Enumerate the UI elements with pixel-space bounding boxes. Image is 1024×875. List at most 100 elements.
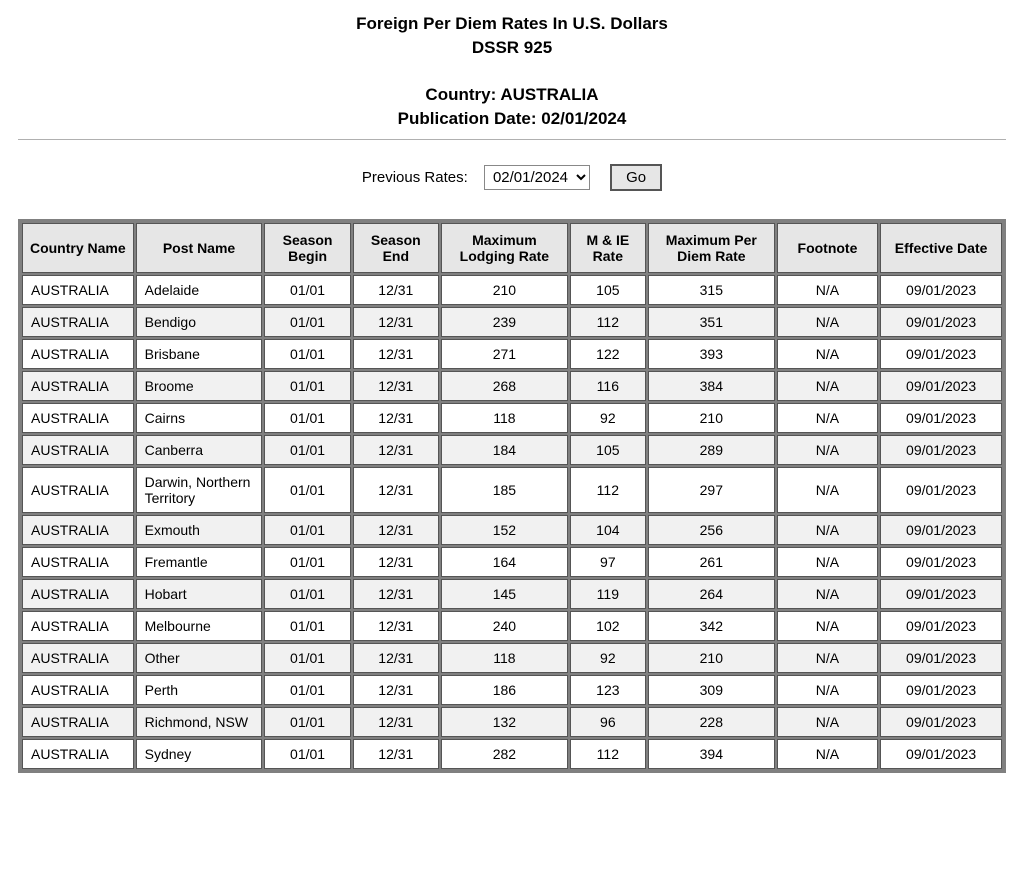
column-header: Post Name bbox=[136, 223, 263, 273]
previous-rates-select[interactable]: 02/01/2024 bbox=[484, 165, 590, 190]
table-cell: 342 bbox=[648, 611, 775, 641]
table-cell: 12/31 bbox=[353, 739, 439, 769]
table-cell: Cairns bbox=[136, 403, 263, 433]
table-cell: N/A bbox=[777, 739, 878, 769]
table-cell: 112 bbox=[570, 739, 646, 769]
table-cell: Sydney bbox=[136, 739, 263, 769]
table-cell: 315 bbox=[648, 275, 775, 305]
title-line-1: Foreign Per Diem Rates In U.S. Dollars bbox=[18, 12, 1006, 36]
table-cell: Brisbane bbox=[136, 339, 263, 369]
table-cell: 271 bbox=[441, 339, 568, 369]
table-cell: 12/31 bbox=[353, 675, 439, 705]
table-cell: 12/31 bbox=[353, 643, 439, 673]
table-cell: Darwin, Northern Territory bbox=[136, 467, 263, 513]
table-cell: 393 bbox=[648, 339, 775, 369]
table-row: AUSTRALIADarwin, Northern Territory01/01… bbox=[22, 467, 1002, 513]
table-cell: 186 bbox=[441, 675, 568, 705]
table-cell: N/A bbox=[777, 579, 878, 609]
table-cell: AUSTRALIA bbox=[22, 547, 134, 577]
table-cell: 239 bbox=[441, 307, 568, 337]
table-cell: N/A bbox=[777, 675, 878, 705]
table-cell: 09/01/2023 bbox=[880, 403, 1002, 433]
table-cell: 92 bbox=[570, 643, 646, 673]
table-cell: 105 bbox=[570, 435, 646, 465]
rates-table-head: Country NamePost NameSeason BeginSeason … bbox=[22, 223, 1002, 273]
previous-rates-label: Previous Rates: bbox=[362, 169, 468, 186]
table-cell: 12/31 bbox=[353, 547, 439, 577]
table-row: AUSTRALIABendigo01/0112/31239112351N/A09… bbox=[22, 307, 1002, 337]
table-cell: 09/01/2023 bbox=[880, 435, 1002, 465]
table-cell: 256 bbox=[648, 515, 775, 545]
table-cell: 12/31 bbox=[353, 371, 439, 401]
table-cell: 184 bbox=[441, 435, 568, 465]
table-cell: N/A bbox=[777, 371, 878, 401]
column-header: Season Begin bbox=[264, 223, 350, 273]
table-cell: 12/31 bbox=[353, 435, 439, 465]
table-cell: N/A bbox=[777, 435, 878, 465]
table-cell: 164 bbox=[441, 547, 568, 577]
table-cell: AUSTRALIA bbox=[22, 579, 134, 609]
table-cell: N/A bbox=[777, 339, 878, 369]
table-cell: 210 bbox=[648, 643, 775, 673]
table-cell: Adelaide bbox=[136, 275, 263, 305]
table-cell: 12/31 bbox=[353, 467, 439, 513]
table-cell: AUSTRALIA bbox=[22, 371, 134, 401]
table-cell: 261 bbox=[648, 547, 775, 577]
header-divider bbox=[18, 139, 1006, 140]
table-row: AUSTRALIARichmond, NSW01/0112/3113296228… bbox=[22, 707, 1002, 737]
table-cell: 240 bbox=[441, 611, 568, 641]
table-cell: 01/01 bbox=[264, 435, 350, 465]
table-cell: Broome bbox=[136, 371, 263, 401]
table-row: AUSTRALIAPerth01/0112/31186123309N/A09/0… bbox=[22, 675, 1002, 705]
publication-date-label: Publication Date: 02/01/2024 bbox=[18, 107, 1006, 131]
table-cell: AUSTRALIA bbox=[22, 435, 134, 465]
table-row: AUSTRALIAFremantle01/0112/3116497261N/A0… bbox=[22, 547, 1002, 577]
table-cell: 01/01 bbox=[264, 547, 350, 577]
table-cell: 01/01 bbox=[264, 307, 350, 337]
table-cell: Melbourne bbox=[136, 611, 263, 641]
table-cell: 09/01/2023 bbox=[880, 547, 1002, 577]
table-cell: 96 bbox=[570, 707, 646, 737]
table-cell: 12/31 bbox=[353, 275, 439, 305]
table-cell: Exmouth bbox=[136, 515, 263, 545]
table-cell: 01/01 bbox=[264, 611, 350, 641]
table-cell: 104 bbox=[570, 515, 646, 545]
table-row: AUSTRALIACairns01/0112/3111892210N/A09/0… bbox=[22, 403, 1002, 433]
table-cell: Bendigo bbox=[136, 307, 263, 337]
table-cell: 268 bbox=[441, 371, 568, 401]
table-cell: 105 bbox=[570, 275, 646, 305]
table-row: AUSTRALIABrisbane01/0112/31271122393N/A0… bbox=[22, 339, 1002, 369]
table-cell: Hobart bbox=[136, 579, 263, 609]
page-header: Foreign Per Diem Rates In U.S. Dollars D… bbox=[18, 12, 1006, 131]
table-cell: 92 bbox=[570, 403, 646, 433]
table-cell: 01/01 bbox=[264, 739, 350, 769]
table-cell: Perth bbox=[136, 675, 263, 705]
table-cell: AUSTRALIA bbox=[22, 275, 134, 305]
table-row: AUSTRALIAMelbourne01/0112/31240102342N/A… bbox=[22, 611, 1002, 641]
table-cell: N/A bbox=[777, 643, 878, 673]
table-row: AUSTRALIAAdelaide01/0112/31210105315N/A0… bbox=[22, 275, 1002, 305]
table-cell: N/A bbox=[777, 707, 878, 737]
table-cell: N/A bbox=[777, 307, 878, 337]
table-cell: N/A bbox=[777, 275, 878, 305]
table-cell: AUSTRALIA bbox=[22, 467, 134, 513]
table-cell: 123 bbox=[570, 675, 646, 705]
table-cell: 289 bbox=[648, 435, 775, 465]
table-cell: 119 bbox=[570, 579, 646, 609]
table-cell: 97 bbox=[570, 547, 646, 577]
column-header: Maximum Lodging Rate bbox=[441, 223, 568, 273]
table-cell: AUSTRALIA bbox=[22, 515, 134, 545]
table-cell: 12/31 bbox=[353, 707, 439, 737]
table-cell: 01/01 bbox=[264, 579, 350, 609]
table-cell: 112 bbox=[570, 307, 646, 337]
table-cell: AUSTRALIA bbox=[22, 739, 134, 769]
table-cell: 01/01 bbox=[264, 339, 350, 369]
table-cell: 09/01/2023 bbox=[880, 739, 1002, 769]
table-cell: 145 bbox=[441, 579, 568, 609]
table-cell: 01/01 bbox=[264, 275, 350, 305]
go-button[interactable]: Go bbox=[610, 164, 662, 191]
column-header: Maximum Per Diem Rate bbox=[648, 223, 775, 273]
table-cell: 394 bbox=[648, 739, 775, 769]
table-row: AUSTRALIABroome01/0112/31268116384N/A09/… bbox=[22, 371, 1002, 401]
table-cell: N/A bbox=[777, 467, 878, 513]
